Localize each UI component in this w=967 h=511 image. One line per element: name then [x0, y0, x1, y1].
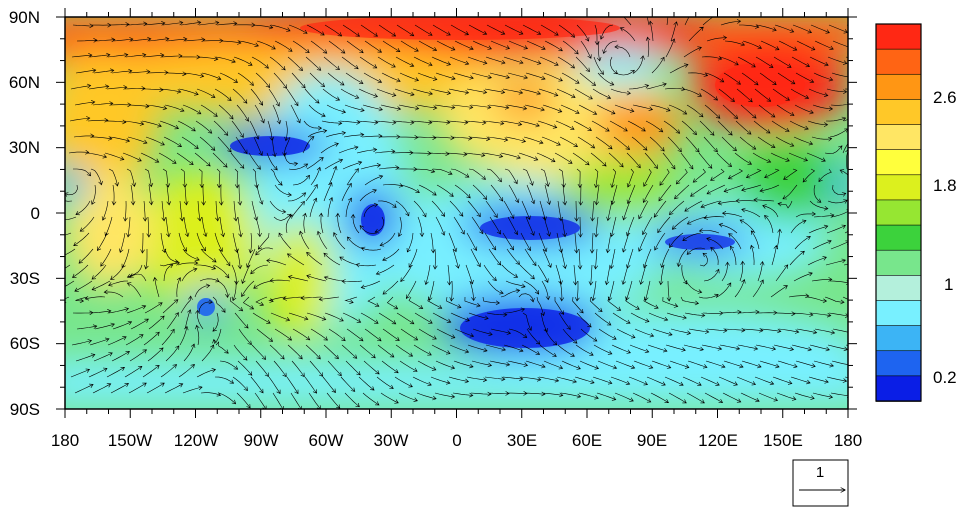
colorbar-swatch [875, 325, 922, 352]
lon-label: 120W [174, 431, 218, 450]
colorbar-swatch [875, 174, 922, 201]
lat-label: 60S [10, 334, 40, 353]
colorbar-swatch [875, 23, 922, 50]
colorbar-swatch [875, 199, 922, 226]
lon-label: 30W [374, 431, 409, 450]
colorbar-tick-label: 2.6 [933, 88, 957, 107]
lat-labels: 90N 60N 30N 0 30S 60S 90S [9, 8, 40, 419]
lon-label: 0 [452, 431, 461, 450]
colorbar-swatch [875, 249, 922, 277]
lon-label: 180 [51, 431, 79, 450]
lon-label: 150W [108, 431, 152, 450]
lat-label: 30S [10, 269, 40, 288]
lat-label: 90S [10, 400, 40, 419]
lon-label: 90W [244, 431, 279, 450]
colorbar [875, 23, 922, 402]
colorbar-swatch [875, 73, 922, 101]
colorbar-swatch [875, 124, 922, 151]
colorbar-labels: 2.6 1.8 1 0.2 [933, 88, 957, 387]
lat-label: 0 [31, 204, 40, 223]
lat-label: 90N [9, 8, 40, 27]
colorbar-swatch [875, 375, 922, 402]
lon-label: 150E [763, 431, 803, 450]
colorbar-swatch [875, 99, 922, 126]
lon-label: 30E [507, 431, 537, 450]
colorbar-swatch [875, 275, 922, 302]
colorbar-swatch [875, 224, 922, 251]
colorbar-tick-label: 1 [944, 275, 953, 294]
colorbar-tick-label: 0.2 [933, 368, 957, 387]
lat-label: 60N [9, 73, 40, 92]
lon-label: 120E [698, 431, 738, 450]
lon-label: 60W [309, 431, 344, 450]
lon-label: 60E [572, 431, 602, 450]
reference-vector-label: 1 [816, 464, 824, 481]
lon-label: 180 [834, 431, 862, 450]
colorbar-frame [875, 23, 922, 402]
colorbar-swatch [875, 48, 922, 76]
colorbar-swatch [875, 149, 922, 176]
colorbar-tick-label: 1.8 [933, 176, 957, 195]
colorbar-swatch [875, 350, 922, 377]
lon-label: 90E [637, 431, 667, 450]
field-layer [65, 17, 848, 409]
axis-ticks [56, 8, 857, 418]
lon-labels: 180 150W 120W 90W 60W 30W 0 30E 60E 90E … [51, 431, 862, 450]
colorbar-swatch [875, 300, 922, 327]
lat-label: 30N [9, 138, 40, 157]
reference-vector-box: 1 [792, 459, 849, 507]
